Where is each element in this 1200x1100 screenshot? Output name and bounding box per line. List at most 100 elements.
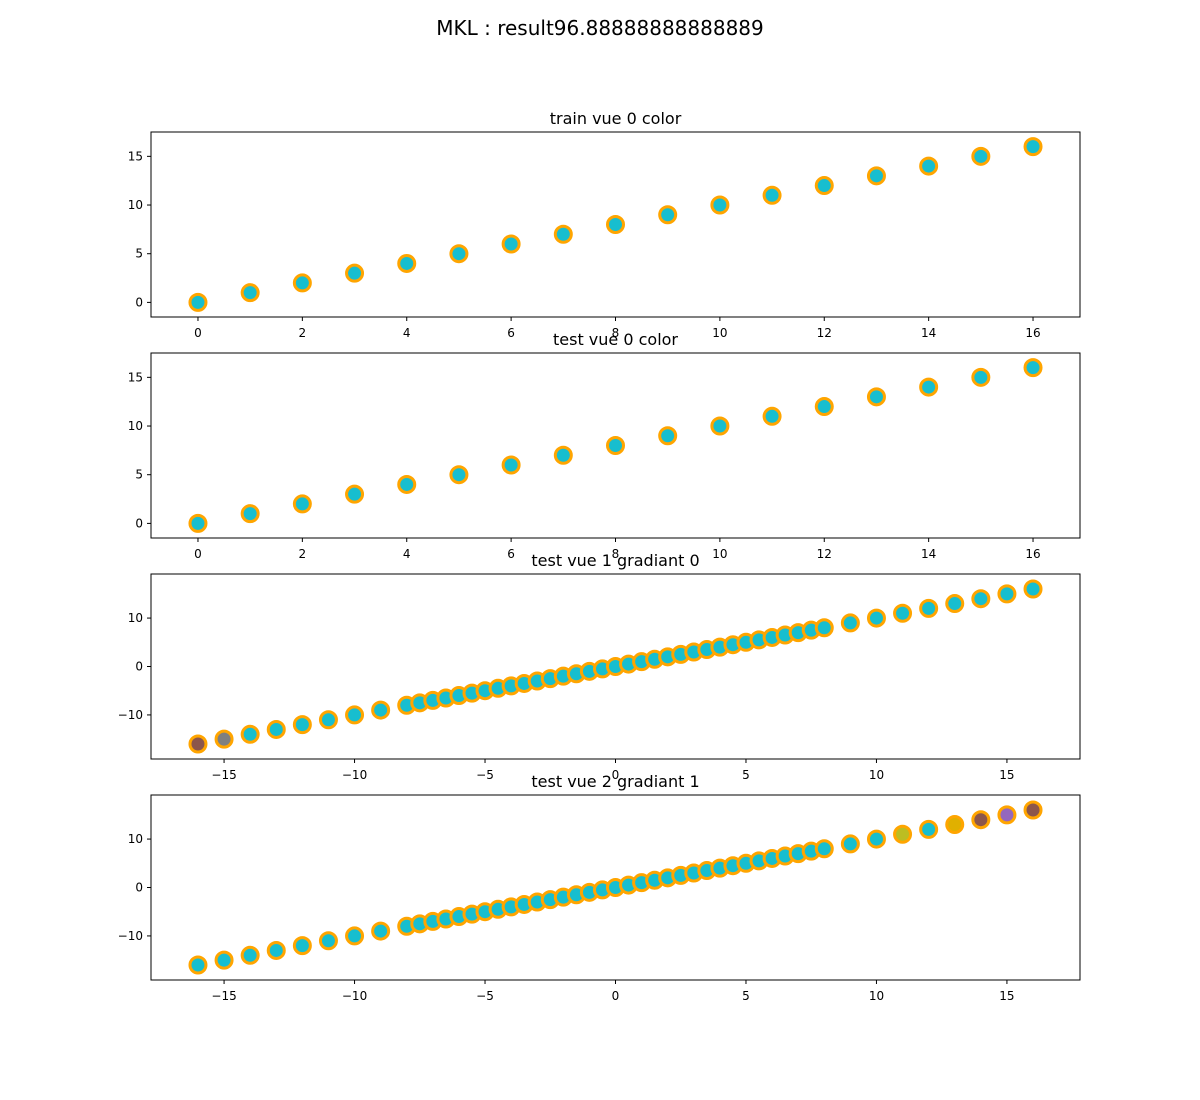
y-tick-label: 10 xyxy=(128,419,143,433)
y-tick-label: 0 xyxy=(135,660,143,674)
x-tick-label: 8 xyxy=(612,326,620,340)
x-tick-label: 16 xyxy=(1025,547,1040,561)
data-point xyxy=(710,416,730,436)
data-point xyxy=(971,589,991,609)
data-point xyxy=(919,377,939,397)
data-point xyxy=(292,936,312,956)
data-point xyxy=(919,819,939,839)
x-tick-label: 10 xyxy=(869,768,884,782)
figure-suptitle: MKL : result96.88888888888889 xyxy=(436,16,764,40)
subplot-4: test vue 2 gradiant 1 −15 −10 −5 0 5 10 15 −10 0 1… xyxy=(118,772,1081,1003)
data-point xyxy=(449,244,469,264)
y-tick-label: 5 xyxy=(135,468,143,482)
data-point xyxy=(397,253,417,273)
x-tick-label: 16 xyxy=(1025,326,1040,340)
y-tick-label: 10 xyxy=(128,198,143,212)
data-point xyxy=(866,387,886,407)
x-tick-label: 0 xyxy=(194,326,202,340)
data-point xyxy=(371,700,391,720)
x-tick-label: −15 xyxy=(211,768,236,782)
data-point xyxy=(840,834,860,854)
data-point xyxy=(997,584,1017,604)
x-tick-label: 6 xyxy=(507,326,515,340)
x-tick-label: −10 xyxy=(342,989,367,1003)
x-tick-label: 14 xyxy=(921,547,936,561)
data-point xyxy=(919,598,939,618)
data-point xyxy=(658,205,678,225)
data-point xyxy=(971,146,991,166)
y-tick-label: 10 xyxy=(128,611,143,625)
data-point xyxy=(553,224,573,244)
x-tick-label: 10 xyxy=(712,547,727,561)
data-point xyxy=(397,474,417,494)
data-point xyxy=(971,367,991,387)
data-point xyxy=(814,618,834,638)
data-point xyxy=(240,283,260,303)
data-point xyxy=(292,494,312,514)
x-tick-label: 5 xyxy=(742,768,750,782)
subplot-title: test vue 0 color xyxy=(553,330,678,349)
subplot-1: train vue 0 color 0 2 4 6 8 10 12 14 16 0 5 10 15 xyxy=(128,109,1081,340)
x-tick-label: 5 xyxy=(742,989,750,1003)
data-point xyxy=(997,805,1017,825)
x-tick-label: 0 xyxy=(612,989,620,1003)
x-tick-label: 15 xyxy=(999,989,1014,1003)
data-point xyxy=(266,940,286,960)
data-point xyxy=(866,166,886,186)
data-point xyxy=(762,406,782,426)
data-point xyxy=(345,263,365,283)
y-tick-label: 10 xyxy=(128,832,143,846)
data-point xyxy=(292,715,312,735)
data-point xyxy=(606,215,625,234)
x-tick-label: 15 xyxy=(999,768,1014,782)
data-point xyxy=(240,724,260,744)
data-point xyxy=(840,613,860,633)
x-tick-label: −5 xyxy=(476,768,494,782)
subplot-3: test vue 1 gradiant 0 −15 −10 −5 0 5 10 15 −10 0 1… xyxy=(118,551,1081,782)
data-point xyxy=(240,945,260,965)
data-point xyxy=(266,719,286,739)
x-tick-label: 10 xyxy=(869,989,884,1003)
data-point xyxy=(866,608,886,628)
x-tick-label: 6 xyxy=(507,547,515,561)
data-point xyxy=(449,465,469,485)
data-point xyxy=(501,234,521,254)
data-point xyxy=(1023,800,1043,820)
y-tick-label: 15 xyxy=(128,370,143,384)
data-point xyxy=(240,504,260,524)
data-point xyxy=(188,292,208,312)
data-point xyxy=(710,195,730,215)
data-point xyxy=(1023,137,1043,157)
data-point xyxy=(188,955,208,975)
x-tick-label: 4 xyxy=(403,547,411,561)
data-point xyxy=(188,513,208,533)
x-tick-label: −10 xyxy=(342,768,367,782)
y-tick-label: −10 xyxy=(118,708,143,722)
subplot-2: test vue 0 color 0 2 4 6 8 10 12 14 16 0 5 10 15 xyxy=(128,330,1081,561)
y-tick-label: 0 xyxy=(135,295,143,309)
data-point xyxy=(345,926,365,946)
data-point xyxy=(606,436,625,455)
data-point xyxy=(371,921,391,941)
x-tick-label: 2 xyxy=(299,326,307,340)
data-point xyxy=(501,455,521,475)
data-point xyxy=(658,426,678,446)
data-point xyxy=(214,950,234,970)
x-tick-label: 12 xyxy=(817,547,832,561)
x-tick-label: 10 xyxy=(712,326,727,340)
x-tick-label: 4 xyxy=(403,326,411,340)
data-point xyxy=(1023,579,1043,599)
y-tick-label: 0 xyxy=(135,516,143,530)
data-point xyxy=(214,729,234,749)
data-point xyxy=(919,156,939,176)
data-point xyxy=(318,931,338,951)
x-tick-label: −15 xyxy=(211,989,236,1003)
data-point xyxy=(893,824,913,844)
x-tick-label: 0 xyxy=(194,547,202,561)
y-tick-label: 5 xyxy=(135,247,143,261)
data-point xyxy=(814,176,834,196)
data-point xyxy=(945,594,965,614)
data-point xyxy=(893,603,913,623)
data-point xyxy=(1023,358,1043,378)
